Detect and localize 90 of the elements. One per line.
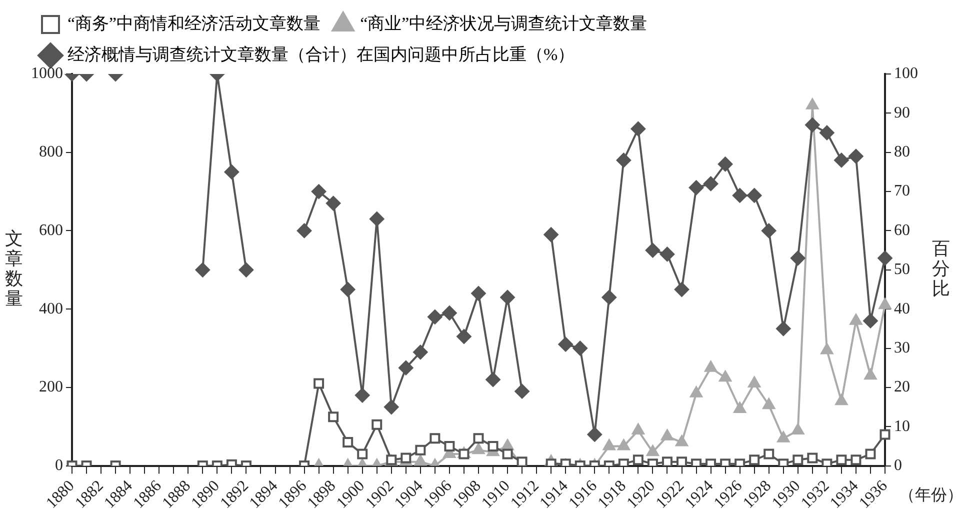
y2-tick-label: 10	[894, 418, 910, 435]
point	[718, 156, 733, 172]
point	[238, 262, 254, 278]
point	[384, 400, 399, 415]
y2-tick-label: 100	[894, 65, 918, 82]
point	[632, 423, 645, 435]
y-tick-label: 200	[39, 378, 63, 396]
point	[762, 398, 776, 410]
y2-tick-label: 20	[894, 378, 910, 396]
legend-label: 经济概情与调查统计文章数量（合计）在国内问题中所占比重（%）	[68, 44, 575, 64]
point	[602, 290, 617, 305]
y2-axis-title: 百分比	[932, 238, 950, 299]
point	[790, 250, 806, 266]
point	[311, 184, 326, 200]
point	[195, 262, 210, 278]
point	[472, 442, 486, 454]
point	[834, 152, 849, 168]
point	[878, 250, 892, 266]
y2-tick-label: 70	[894, 182, 910, 200]
point	[704, 360, 718, 372]
x-axis-title: （年份）	[899, 487, 963, 504]
point	[486, 372, 501, 388]
point	[587, 426, 602, 442]
point	[864, 368, 878, 380]
point	[354, 388, 370, 403]
y2-tick-label: 80	[894, 144, 910, 161]
point	[572, 340, 588, 356]
y2-tick-label: 60	[894, 222, 910, 239]
y2-tick-label: 50	[894, 261, 910, 278]
y-tick-label: 800	[39, 144, 63, 161]
legend-label: “商业”中经济状况与调查统计文章数量	[360, 14, 648, 33]
point	[746, 188, 762, 203]
point	[732, 188, 748, 203]
y2-tick-label: 0	[894, 457, 902, 474]
point	[427, 309, 442, 324]
point	[748, 376, 761, 388]
point	[340, 282, 356, 297]
point	[662, 456, 672, 466]
point	[456, 329, 472, 344]
point	[500, 290, 516, 305]
point	[414, 454, 427, 466]
point	[791, 423, 804, 435]
y-tick-label: 0	[55, 457, 63, 474]
point	[806, 98, 819, 110]
point	[514, 384, 530, 399]
legend-label: “商务”中商情和经济活动文章数量	[68, 14, 321, 33]
point	[849, 313, 863, 325]
point	[602, 438, 616, 450]
point	[804, 117, 820, 132]
point	[718, 370, 732, 382]
point	[369, 211, 384, 226]
point	[398, 360, 414, 376]
point	[616, 152, 632, 168]
point	[761, 223, 776, 238]
point	[688, 180, 704, 196]
point	[820, 342, 834, 354]
point	[675, 434, 688, 446]
point	[703, 176, 718, 192]
point	[630, 121, 646, 136]
point	[819, 125, 834, 140]
point	[296, 223, 312, 238]
point	[878, 298, 892, 310]
point	[224, 164, 240, 180]
point	[690, 386, 703, 398]
y2-tick-label: 30	[894, 339, 910, 356]
point	[660, 246, 675, 262]
point	[834, 394, 848, 406]
point	[660, 428, 674, 440]
point	[646, 444, 660, 456]
point	[862, 313, 878, 328]
point	[848, 148, 864, 164]
point	[676, 456, 687, 466]
y-tick-label: 600	[39, 222, 63, 239]
point	[645, 242, 660, 258]
point	[442, 305, 457, 320]
point	[674, 282, 690, 297]
point	[412, 344, 428, 360]
y-tick-label: 1000	[31, 65, 63, 82]
point	[776, 321, 791, 336]
point	[558, 336, 574, 352]
point	[733, 401, 746, 413]
point	[776, 430, 790, 442]
point	[617, 438, 630, 450]
y-tick-label: 400	[39, 300, 63, 318]
point	[544, 227, 559, 242]
point	[471, 286, 486, 301]
y2-tick-label: 90	[894, 104, 910, 122]
y-axis-title: 文章数量	[5, 228, 23, 309]
point	[326, 196, 341, 211]
y2-tick-label: 40	[894, 300, 910, 318]
